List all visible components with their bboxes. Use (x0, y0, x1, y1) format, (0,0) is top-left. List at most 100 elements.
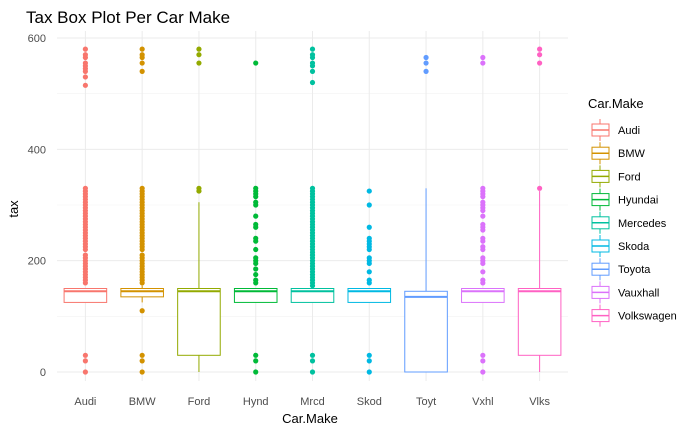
x-tick-label: Vlks (529, 396, 550, 408)
outlier-point (366, 235, 372, 241)
outlier-point (253, 266, 259, 272)
outlier-point (309, 352, 316, 358)
outlier-point (82, 82, 88, 88)
outlier-point (82, 52, 88, 58)
x-tick-label: BMW (129, 396, 157, 408)
legend-label: Mercedes (618, 218, 667, 230)
legend-label: Volkswagen (618, 311, 677, 323)
x-tick-label: Audi (74, 396, 96, 408)
outlier-point (366, 352, 372, 358)
legend-title: Car.Make (588, 96, 644, 111)
legend-label: Hyundai (618, 195, 658, 207)
x-tick-label: Skod (357, 396, 382, 408)
outlier-point (309, 185, 316, 191)
y-tick-label: 200 (28, 256, 46, 268)
outlier-point (309, 60, 316, 66)
outlier-point (253, 221, 259, 228)
box-plot-vauxhall (461, 54, 505, 375)
outlier-point (366, 255, 372, 261)
outlier-point (480, 269, 486, 275)
box-plot-toyota (404, 54, 448, 373)
outlier-point (253, 277, 259, 283)
y-tick-label: 600 (28, 33, 46, 45)
outlier-point (82, 46, 88, 52)
outlier-point (139, 352, 145, 358)
outlier-point (139, 68, 145, 74)
legend-item-mercedes: Mercedes (591, 211, 667, 234)
outlier-point (82, 185, 88, 191)
outlier-point (537, 52, 543, 58)
outlier-point (480, 235, 486, 241)
outlier-point (139, 308, 145, 314)
outlier-point (537, 46, 543, 52)
x-tick-label: Vxhl (472, 396, 493, 408)
box-plot-skoda (347, 188, 392, 375)
legend-label: Toyota (618, 264, 651, 276)
box-plot-volkswagen (517, 46, 562, 372)
outlier-point (366, 188, 372, 194)
outlier-point (139, 369, 145, 375)
box-iqr (404, 290, 448, 373)
outlier-point (253, 369, 259, 375)
outlier-point (82, 369, 88, 375)
outlier-point (253, 235, 259, 241)
chart-title: Tax Box Plot Per Car Make (26, 8, 230, 27)
outlier-point (480, 54, 486, 61)
outlier-point (366, 202, 372, 208)
outlier-point (309, 369, 316, 375)
outlier-point (82, 352, 88, 358)
box-plot-mercedes (290, 46, 335, 375)
outlier-point (253, 358, 259, 364)
outlier-point (309, 46, 316, 52)
outlier-point (366, 269, 372, 275)
legend-label: BMW (618, 148, 646, 160)
outlier-point (139, 185, 145, 191)
outlier-point (253, 271, 259, 278)
y-axis-ticks: 0 200 400 600 (28, 33, 46, 379)
outlier-point (480, 199, 486, 205)
outlier-point (139, 46, 145, 52)
outlier-point (82, 74, 88, 80)
box-plot-hyundai (233, 60, 278, 375)
outlier-point (82, 252, 88, 258)
outlier-point (196, 60, 202, 66)
legend-item-hyundai: Hyundai (591, 188, 658, 211)
y-tick-label: 0 (40, 367, 46, 379)
outlier-point (480, 352, 486, 358)
outlier-point (253, 60, 259, 66)
legend-item-audi: Audi (591, 119, 640, 141)
outlier-point (480, 60, 486, 66)
y-axis-title: tax (6, 200, 21, 218)
outlier-point (366, 358, 372, 364)
box-plot-bmw (120, 46, 164, 375)
outlier-point (423, 60, 429, 66)
outlier-point (139, 358, 145, 364)
box-plots (63, 46, 562, 375)
outlier-point (309, 52, 316, 58)
x-tick-label: Toyt (416, 396, 436, 408)
outlier-point (82, 358, 88, 364)
outlier-point (253, 255, 259, 261)
box-plot-ford (177, 46, 221, 372)
outlier-point (196, 185, 202, 191)
outlier-point (309, 79, 316, 86)
outlier-point (196, 52, 202, 58)
outlier-point (423, 54, 429, 61)
box-plot-audi (63, 46, 108, 375)
outlier-point (537, 185, 543, 191)
outlier-point (253, 352, 259, 358)
outlier-point (139, 60, 145, 66)
outlier-point (480, 358, 486, 364)
outlier-point (253, 213, 259, 219)
outlier-point (253, 199, 259, 205)
outlier-point (253, 246, 259, 253)
legend: Car.Make Audi BMW Ford Hyundai Mercedes Skoda… (588, 96, 677, 327)
box-iqr (517, 288, 562, 356)
legend-label: Audi (618, 125, 640, 137)
legend-item-volkswagen: Volkswagen (591, 304, 677, 327)
legend-item-skoda: Skoda (591, 235, 650, 257)
outlier-point (480, 185, 486, 191)
legend-item-ford: Ford (591, 165, 641, 188)
outlier-point (139, 52, 145, 58)
